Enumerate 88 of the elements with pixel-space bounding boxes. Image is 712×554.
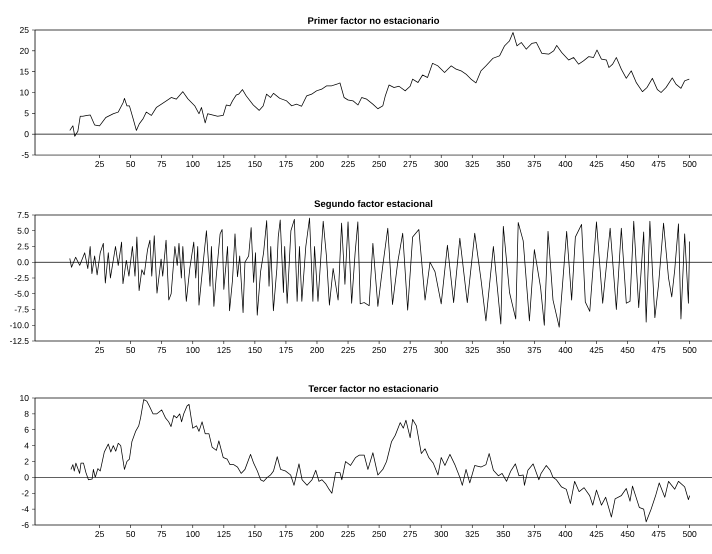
- x-tick-label: 250: [372, 531, 386, 538]
- x-tick-label: 350: [496, 161, 510, 168]
- y-tick-label: 0: [24, 474, 29, 480]
- x-tick-label: 450: [620, 161, 634, 168]
- y-tick-label: 5: [24, 110, 29, 116]
- x-tick-label: 125: [217, 531, 231, 538]
- y-tick-label: -2.5: [14, 274, 29, 281]
- chart-title: Segundo factor estacional: [314, 200, 432, 209]
- y-tick-label: -5.0: [14, 290, 29, 297]
- y-tick-label: -7.5: [14, 306, 29, 312]
- y-tick-label: 8: [24, 410, 29, 417]
- x-tick-label: 425: [590, 531, 604, 538]
- x-tick-label: 75: [157, 161, 166, 167]
- x-tick-label: 175: [279, 161, 293, 167]
- x-tick-label: 125: [217, 161, 231, 168]
- x-tick-label: 25: [95, 531, 104, 538]
- x-tick-label: 325: [465, 161, 479, 168]
- x-tick-label: 425: [590, 161, 604, 168]
- x-tick-label: 500: [682, 347, 696, 354]
- y-tick-label: 10: [20, 89, 29, 96]
- x-tick-label: 225: [341, 531, 355, 538]
- x-tick-label: 325: [465, 347, 479, 354]
- x-tick-label: 400: [558, 531, 572, 538]
- x-tick-label: 350: [496, 347, 510, 354]
- x-tick-label: 300: [434, 531, 448, 538]
- y-tick-label: 15: [20, 68, 29, 75]
- x-tick-label: 125: [217, 347, 231, 354]
- y-tick-label: 5.0: [18, 228, 29, 234]
- x-tick-label: 225: [341, 347, 355, 354]
- x-tick-label: 175: [279, 531, 293, 537]
- y-tick-label: -2: [22, 490, 29, 496]
- x-tick-label: 250: [372, 161, 386, 168]
- x-tick-label: 100: [186, 531, 200, 538]
- y-tick-label: -10.0: [10, 322, 29, 328]
- x-tick-label: 150: [248, 161, 262, 168]
- x-tick-label: 300: [434, 347, 448, 354]
- x-tick-label: 375: [528, 161, 542, 168]
- x-tick-label: 25: [95, 347, 104, 354]
- y-tick-label: -4: [22, 506, 29, 512]
- x-tick-label: 150: [248, 531, 262, 538]
- x-tick-label: 25: [95, 161, 104, 168]
- x-tick-label: 150: [248, 347, 262, 354]
- x-tick-label: 375: [528, 347, 542, 354]
- x-tick-label: 325: [465, 531, 479, 538]
- x-tick-label: 500: [682, 531, 696, 538]
- y-tick-label: 7.5: [18, 212, 29, 218]
- x-tick-label: 225: [341, 161, 355, 168]
- y-tick-label: -12.5: [10, 338, 29, 344]
- x-tick-label: 475: [652, 531, 666, 537]
- x-tick-label: 200: [310, 161, 324, 168]
- y-tick-label: 10: [20, 394, 29, 401]
- y-tick-label: 20: [20, 48, 29, 54]
- x-tick-label: 50: [126, 161, 136, 168]
- chart-title: Tercer factor no estacionario: [308, 384, 438, 392]
- x-tick-label: 100: [186, 161, 200, 168]
- x-tick-label: 275: [403, 347, 417, 354]
- x-tick-label: 450: [620, 531, 634, 538]
- x-tick-label: 300: [434, 161, 448, 168]
- y-tick-label: 6: [24, 426, 29, 433]
- x-tick-label: 475: [652, 161, 666, 167]
- x-tick-label: 400: [558, 347, 572, 354]
- x-tick-label: 500: [682, 161, 696, 168]
- x-tick-label: 200: [310, 531, 324, 538]
- x-tick-label: 475: [652, 347, 666, 353]
- x-tick-label: 75: [157, 531, 166, 537]
- x-tick-label: 275: [403, 161, 417, 168]
- x-tick-label: 275: [403, 531, 417, 538]
- x-tick-label: 200: [310, 347, 324, 354]
- y-tick-label: -5: [22, 152, 29, 158]
- x-tick-label: 50: [126, 347, 136, 354]
- x-tick-label: 400: [558, 161, 572, 168]
- chart-title: Primer factor no estacionario: [308, 16, 440, 24]
- x-tick-label: 375: [528, 531, 542, 538]
- x-tick-label: 350: [496, 531, 510, 538]
- y-tick-label: 0: [24, 131, 29, 138]
- x-tick-label: 175: [279, 347, 293, 353]
- y-tick-label: 4: [24, 442, 29, 449]
- x-tick-label: 450: [620, 347, 634, 354]
- x-tick-label: 425: [590, 347, 604, 354]
- y-tick-label: 25: [20, 27, 29, 34]
- x-tick-label: 50: [126, 531, 136, 538]
- x-tick-label: 75: [157, 347, 166, 353]
- x-tick-label: 250: [372, 347, 386, 354]
- y-tick-label: 2: [24, 458, 29, 464]
- y-tick-label: 0.0: [17, 259, 29, 266]
- y-tick-label: -6: [22, 522, 29, 528]
- y-tick-label: 2.5: [18, 243, 29, 250]
- x-tick-label: 100: [186, 347, 200, 354]
